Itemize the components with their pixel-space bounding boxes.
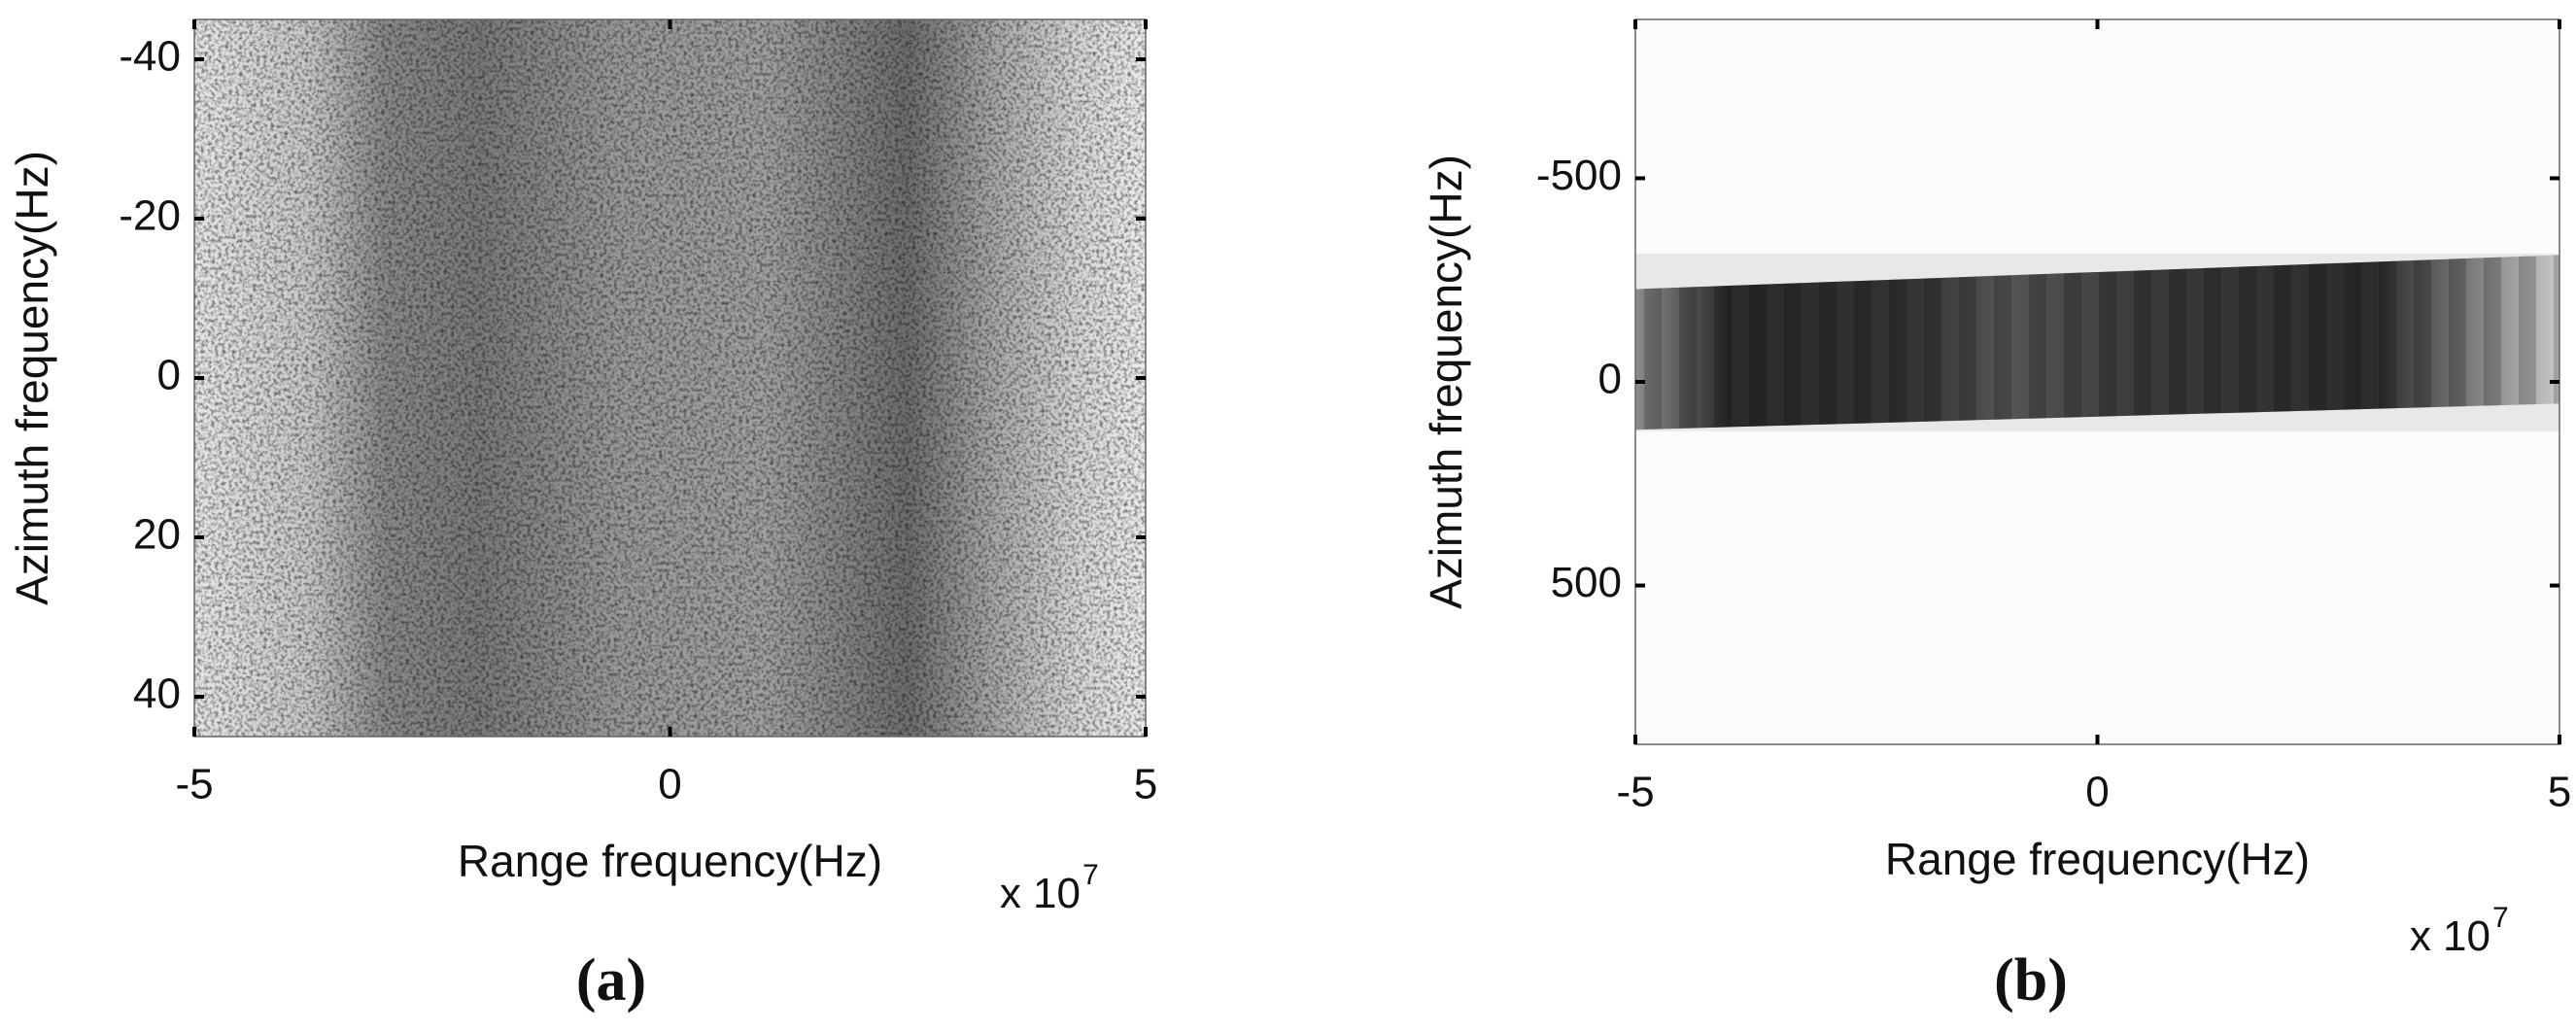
panel-label: (b): [1994, 947, 2068, 1014]
y-tick-label: -20: [119, 192, 181, 240]
x-tick-label: 0: [658, 761, 681, 808]
image-band-fringes: [1635, 255, 2559, 430]
x-multiplier: x 10: [2410, 912, 2490, 960]
y-tick-label: 0: [1598, 356, 1622, 403]
x-axis-label: Range frequency(Hz): [1885, 834, 2310, 884]
x-tick-label: 0: [2085, 769, 2109, 816]
multiplier-base: x 10: [2410, 912, 2490, 960]
y-tick-label: -500: [1536, 152, 1622, 199]
multiplier-exponent: 7: [2492, 902, 2509, 934]
x-tick-label: 5: [2548, 769, 2571, 816]
multiplier-exponent: 7: [1082, 859, 1099, 891]
x-tick-label: 5: [1134, 761, 1157, 808]
y-tick-label: 20: [133, 511, 181, 559]
multiplier-base: x 10: [1000, 870, 1081, 917]
y-tick-label: 40: [133, 670, 181, 718]
x-multiplier: x 10: [1000, 870, 1081, 917]
subplot: -5 0 5 -40 -20 0 20 40 Range frequency(Hz) Azimut…: [7, 18, 1157, 1014]
image-noise: [194, 19, 1146, 737]
y-tick-label: 500: [1551, 559, 1622, 606]
x-tick-label: -5: [1616, 769, 1654, 816]
y-tick-label: -40: [119, 33, 181, 81]
y-axis-label: Azimuth frequency(Hz): [1421, 155, 1471, 609]
x-axis-label: Range frequency(Hz): [458, 836, 882, 886]
y-tick-label: 0: [157, 352, 181, 399]
y-axis-label: Azimuth frequency(Hz): [7, 151, 57, 605]
x-tick-label: -5: [175, 761, 213, 808]
panel-label: (a): [576, 947, 646, 1014]
subplot: -5 0 5 -500 0 500 Range frequency(Hz) Azimuth f…: [1421, 18, 2571, 1014]
